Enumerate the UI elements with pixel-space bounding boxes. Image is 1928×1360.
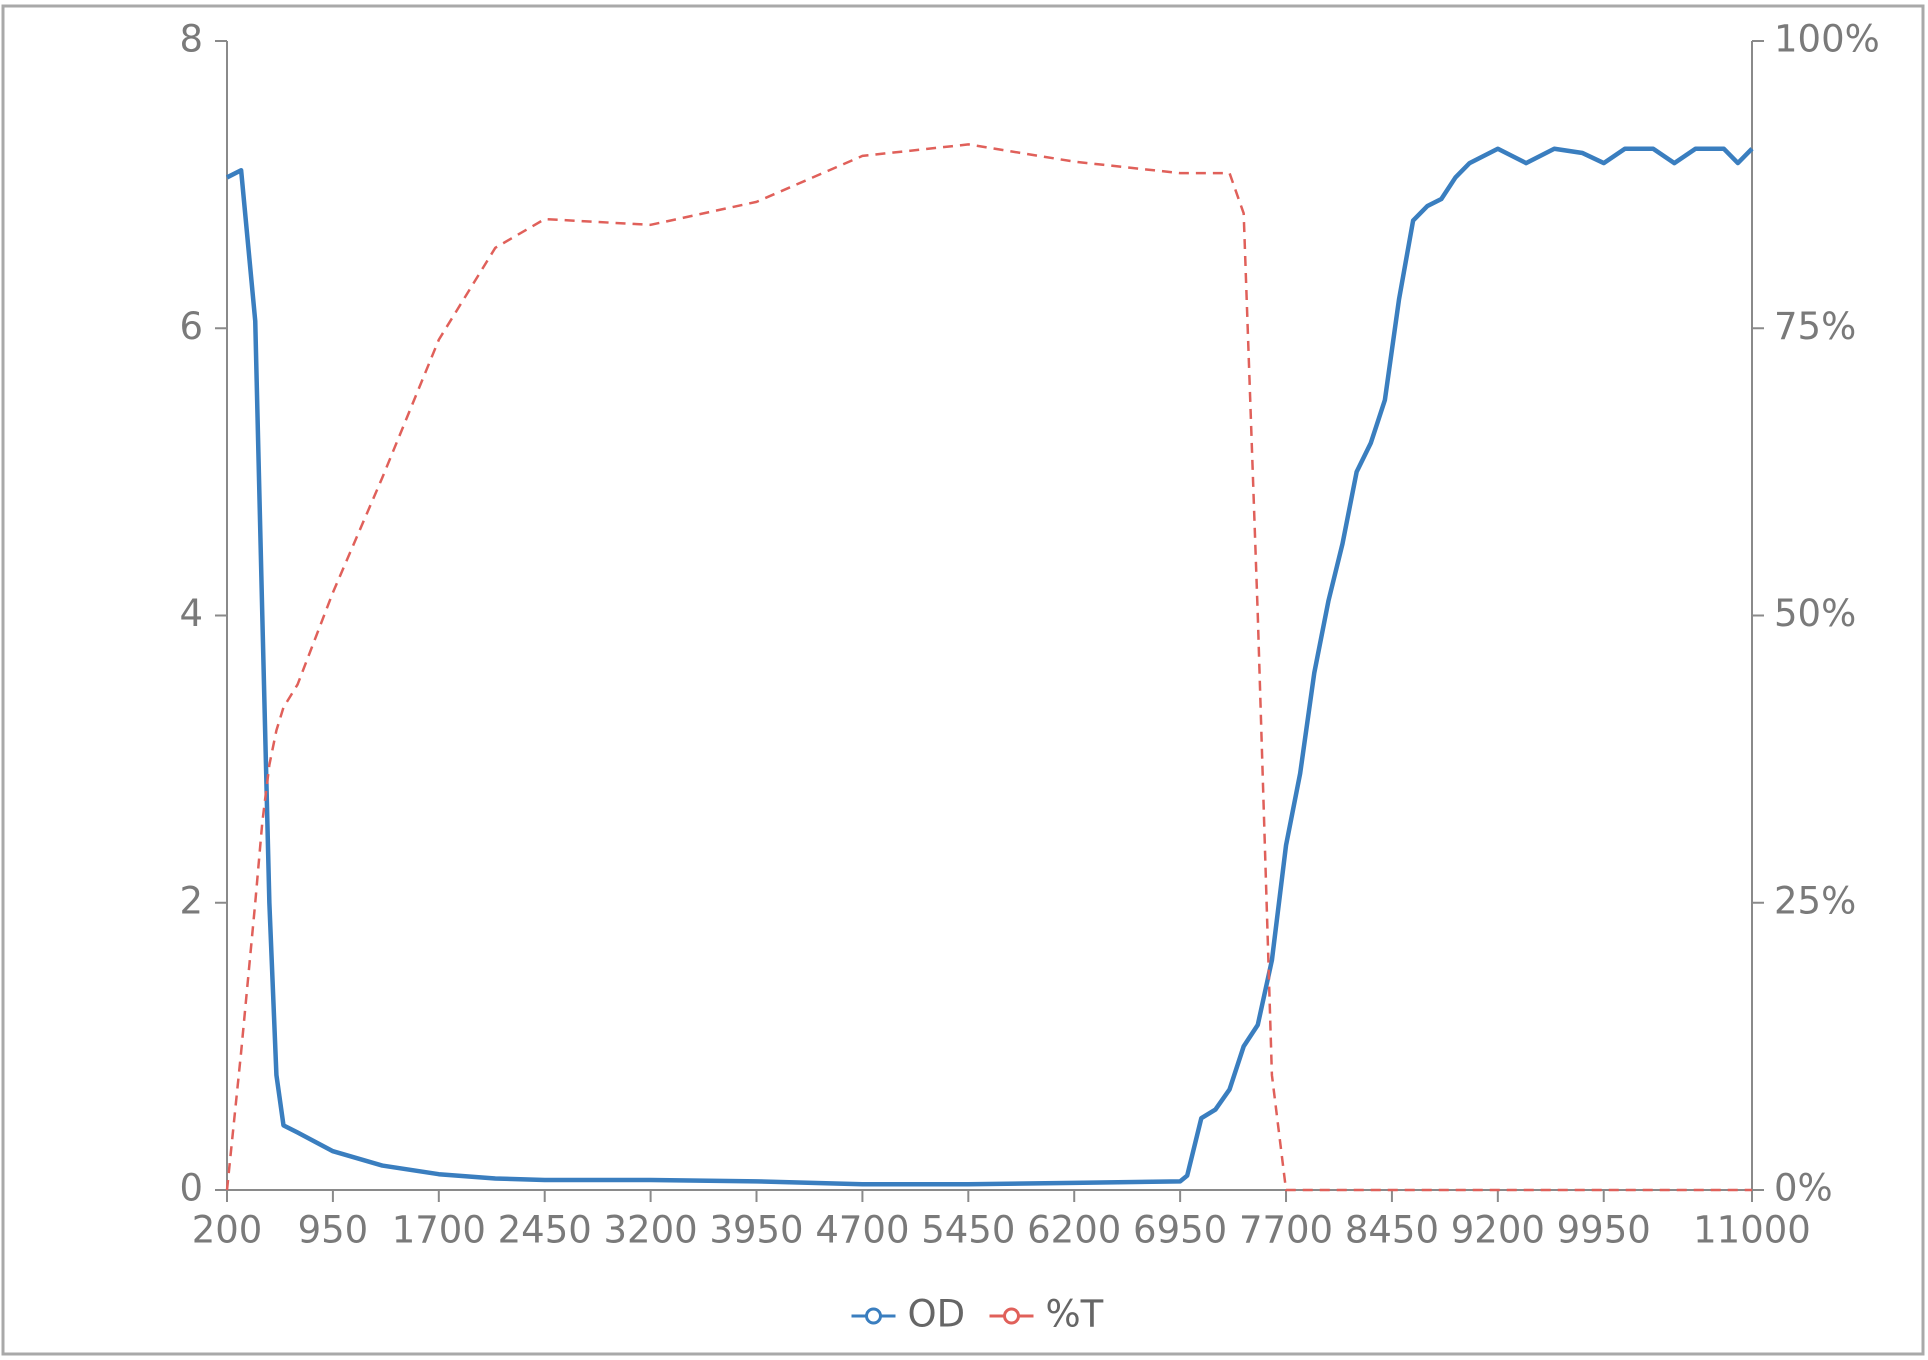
series-line — [225, 146, 1754, 1187]
y-tick-label: 2 — [179, 879, 203, 922]
y2-tick-label: 0% — [1774, 1167, 1833, 1210]
x-tick-label: 200 — [192, 1209, 263, 1252]
x-tick-label: 6950 — [1133, 1209, 1227, 1252]
x-tick-label: 9200 — [1451, 1209, 1545, 1252]
y2-tick-label: 75% — [1774, 305, 1856, 348]
x-tick-label: 7700 — [1239, 1209, 1333, 1252]
y2-tick-label: 50% — [1774, 592, 1856, 635]
legend-marker — [1003, 1307, 1020, 1325]
x-tick-label: 11000 — [1693, 1209, 1811, 1252]
x-tick-label: 8450 — [1345, 1209, 1439, 1252]
series-line — [225, 143, 1752, 1192]
frame — [1, 4, 1925, 1356]
y2-tick-label: 100% — [1774, 18, 1880, 61]
x-tick-label: 950 — [298, 1209, 369, 1252]
x-tick-label: 9950 — [1557, 1209, 1651, 1252]
x-tick-label: 5450 — [921, 1209, 1015, 1252]
legend-marker — [865, 1307, 882, 1325]
y-tick-label: 6 — [179, 305, 203, 348]
x-tick-label: 2450 — [498, 1209, 592, 1252]
y-tick-label: 0 — [179, 1167, 203, 1210]
y2-tick-label: 25% — [1774, 879, 1856, 922]
x-tick-label: 1700 — [392, 1209, 486, 1252]
y-tick-label: 8 — [179, 18, 203, 61]
x-tick-label: 3200 — [604, 1209, 698, 1252]
x-tick-label: 3950 — [709, 1209, 803, 1252]
legend-label: %T — [1046, 1293, 1104, 1336]
x-tick-label: 6200 — [1027, 1209, 1121, 1252]
legend-label: OD — [908, 1293, 966, 1336]
y-tick-label: 4 — [179, 592, 203, 635]
x-tick-label: 4700 — [815, 1209, 909, 1252]
